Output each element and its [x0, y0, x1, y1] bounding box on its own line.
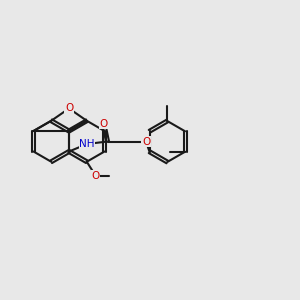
Text: O: O: [142, 136, 150, 146]
Text: O: O: [100, 118, 108, 128]
Text: NH: NH: [79, 139, 95, 149]
Text: O: O: [92, 170, 100, 181]
Text: O: O: [65, 103, 73, 113]
